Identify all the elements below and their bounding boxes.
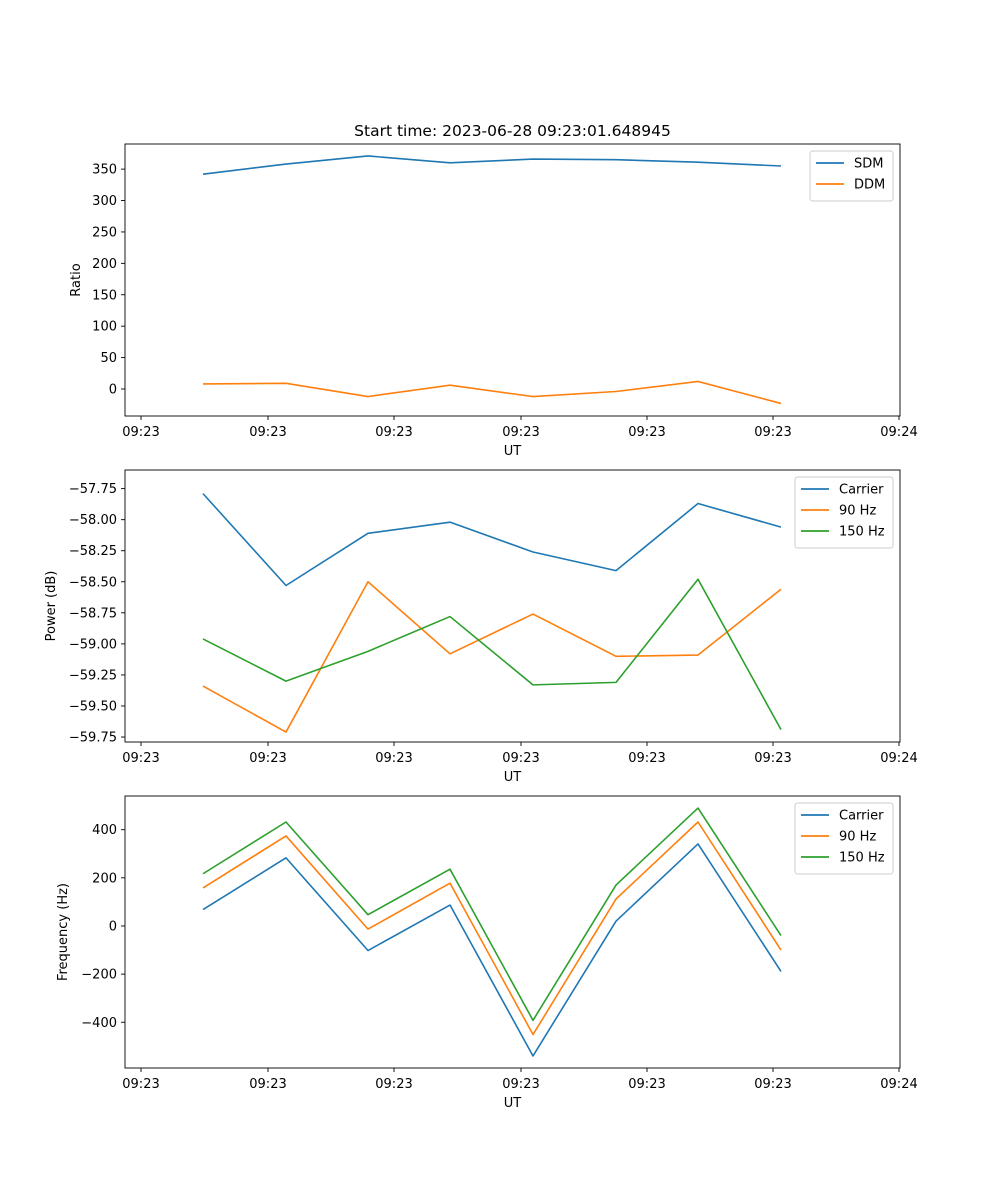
- chart-title: Start time: 2023-06-28 09:23:01.648945: [354, 122, 671, 140]
- legend-entry: 90 Hz: [839, 830, 876, 845]
- y-tick-label: 200: [92, 257, 117, 272]
- y-tick-label: −57.75: [69, 482, 117, 497]
- x-tick-label: 09:23: [628, 425, 665, 440]
- plot-frame: [124, 795, 901, 1069]
- plot-frame: [124, 143, 901, 417]
- x-tick-label: 09:24: [880, 1077, 917, 1092]
- subplot-1: Start time: 2023-06-28 09:23:01.648945 09…: [69, 122, 918, 459]
- series-line-90-hz: [202, 580, 782, 733]
- x-tick-label: 09:23: [502, 1077, 539, 1092]
- series-line-90-hz: [202, 821, 782, 1036]
- legend-entry: 150 Hz: [839, 525, 885, 540]
- x-tick-label: 09:23: [628, 1077, 665, 1092]
- x-tick-label: 09:23: [249, 425, 286, 440]
- y-tick-label: 150: [92, 288, 117, 303]
- x-tick-label: 09:23: [375, 1077, 412, 1092]
- y-tick-label: −58.25: [69, 544, 117, 559]
- x-tick-label: 09:23: [754, 425, 791, 440]
- legend-entry: 150 Hz: [839, 851, 885, 866]
- x-tick-label: 09:23: [754, 751, 791, 766]
- y-tick-label: 50: [100, 351, 117, 366]
- legend-entry: SDM: [854, 157, 883, 172]
- series-line-carrier: [202, 843, 782, 1057]
- x-tick-label: 09:23: [249, 751, 286, 766]
- y-tick-label: 0: [109, 919, 117, 934]
- x-tick-label: 09:23: [249, 1077, 286, 1092]
- y-tick-label: 100: [92, 320, 117, 335]
- x-tick-label: 09:23: [375, 751, 412, 766]
- x-tick-label: 09:24: [880, 425, 917, 440]
- y-tick-label: −58.50: [69, 575, 117, 590]
- legend-entry: 90 Hz: [839, 504, 876, 519]
- x-axis-label: UT: [504, 444, 522, 459]
- x-axis-label: UT: [504, 1096, 522, 1111]
- legend-entry: DDM: [854, 178, 885, 193]
- y-tick-label: −59.75: [69, 731, 117, 746]
- y-tick-label: 400: [92, 823, 117, 838]
- x-tick-label: 09:23: [754, 1077, 791, 1092]
- x-tick-label: 09:23: [628, 751, 665, 766]
- y-axis-label: Frequency (Hz): [56, 883, 71, 981]
- y-tick-label: 250: [92, 225, 117, 240]
- plot-frame: [124, 469, 901, 743]
- legend-entry: Carrier: [839, 483, 884, 498]
- y-tick-label: −58.75: [69, 606, 117, 621]
- y-tick-label: −58.00: [69, 513, 117, 528]
- series-line-150-hz: [202, 578, 782, 730]
- y-tick-label: 300: [92, 194, 117, 209]
- y-tick-label: 350: [92, 163, 117, 178]
- subplot-3: 09:23 09:23 09:23 09:23 09:23 09:23 09:24 −400 −…: [56, 795, 918, 1111]
- y-tick-label: 200: [92, 871, 117, 886]
- series-line-carrier: [202, 493, 782, 587]
- x-tick-label: 09:23: [375, 425, 412, 440]
- x-tick-label: 09:23: [122, 425, 159, 440]
- legend: Carrier 90 Hz 150 Hz: [794, 476, 894, 549]
- series-line-150-hz: [202, 807, 782, 1022]
- x-tick-label: 09:24: [880, 751, 917, 766]
- y-tick-label: −59.25: [69, 668, 117, 683]
- x-tick-label: 09:23: [122, 751, 159, 766]
- y-tick-label: −200: [81, 968, 117, 983]
- legend-entry: Carrier: [839, 809, 884, 824]
- y-tick-label: −59.50: [69, 699, 117, 714]
- y-axis-label: Power (dB): [44, 571, 59, 642]
- series-line-ddm: [202, 380, 782, 405]
- subplot-2: 09:23 09:23 09:23 09:23 09:23 09:23 09:24 −59.7…: [44, 469, 918, 785]
- y-tick-label: −400: [81, 1016, 117, 1031]
- series-line-sdm: [202, 155, 782, 175]
- legend: SDM DDM: [809, 150, 894, 202]
- x-axis-label: UT: [504, 770, 522, 785]
- x-tick-label: 09:23: [502, 425, 539, 440]
- y-tick-label: 0: [109, 382, 117, 397]
- x-tick-label: 09:23: [122, 1077, 159, 1092]
- y-tick-label: −59.00: [69, 637, 117, 652]
- x-tick-label: 09:23: [502, 751, 539, 766]
- y-axis-label: Ratio: [69, 263, 84, 296]
- legend: Carrier 90 Hz 150 Hz: [794, 802, 894, 875]
